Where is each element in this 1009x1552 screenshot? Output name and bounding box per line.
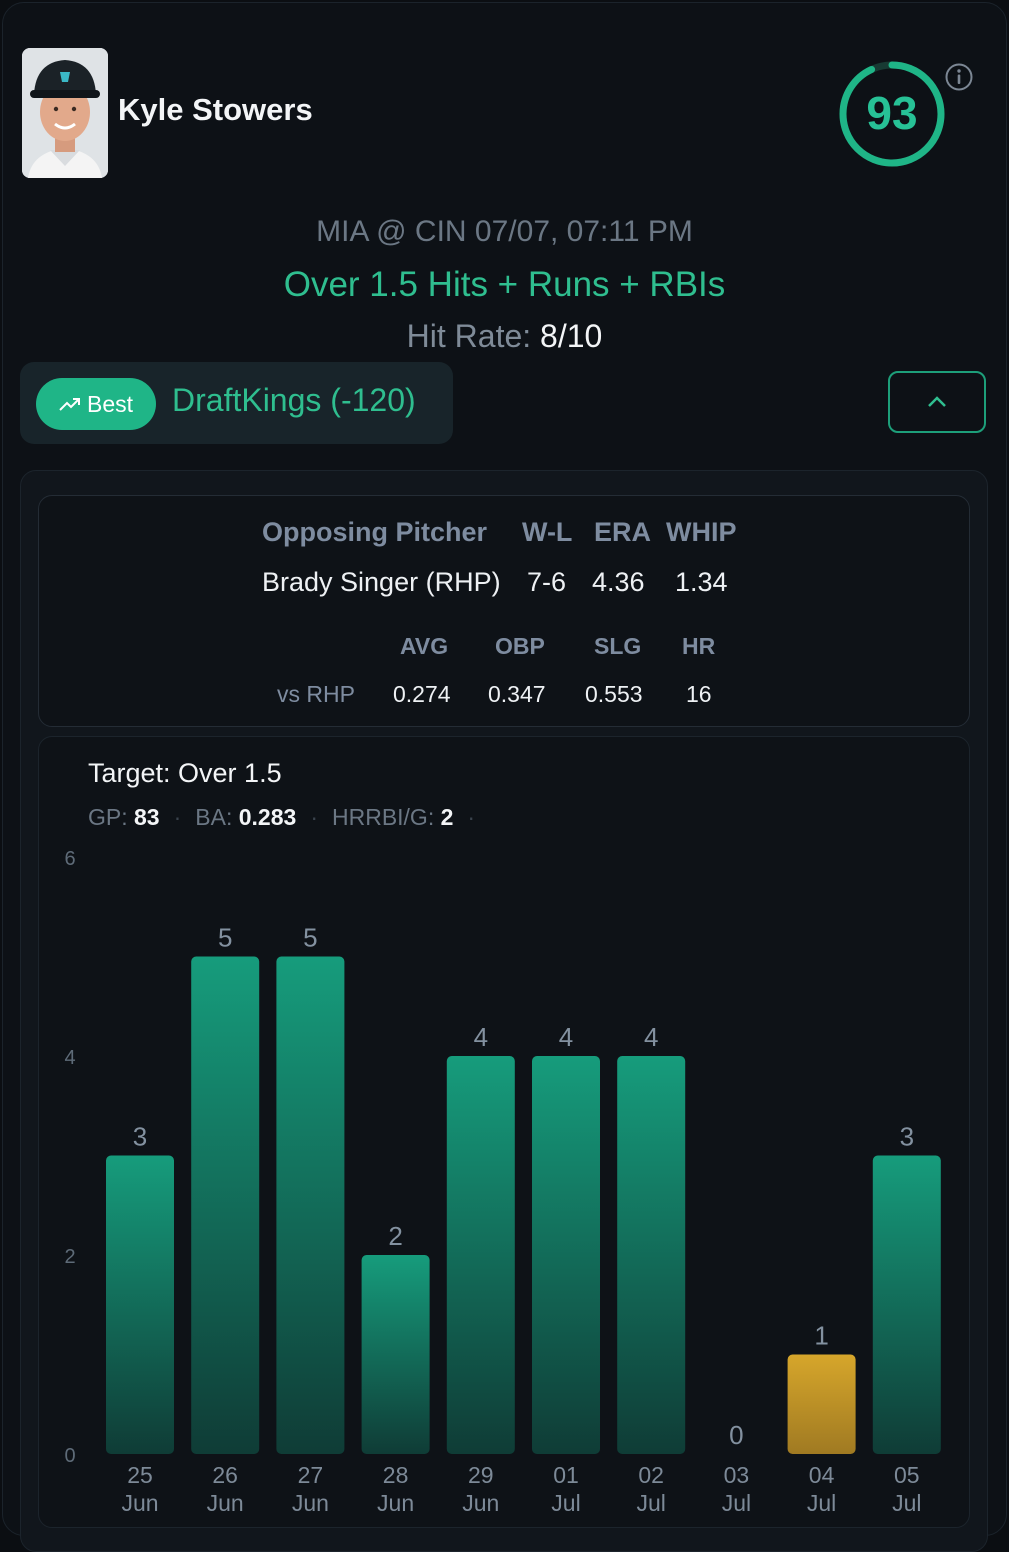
best-odds-badge: Best xyxy=(36,378,156,430)
x-tick-label: 25 xyxy=(127,1462,153,1488)
prop-line: Over 1.5 Hits + Runs + RBIs xyxy=(283,265,726,304)
gp-label: GP: xyxy=(88,804,128,830)
chevron-up-icon xyxy=(928,396,946,407)
x-tick-label: Jul xyxy=(636,1490,665,1516)
x-tick-label: 26 xyxy=(212,1462,238,1488)
hit-rate-label: Hit Rate: xyxy=(406,318,532,354)
sportsbook-odds: DraftKings (-120) xyxy=(172,382,416,418)
game-matchup: MIA @ CIN 07/07, 07:11 PM xyxy=(316,215,693,248)
era-header: ERA xyxy=(594,517,652,547)
x-tick-label: Jul xyxy=(722,1490,751,1516)
pitcher-era: 4.36 xyxy=(592,567,645,597)
x-tick-label: Jul xyxy=(551,1490,580,1516)
target-line: Target: Over 1.5 xyxy=(88,758,282,788)
hit-rate-value: 8/10 xyxy=(540,318,603,354)
ba-value: 0.283 xyxy=(238,804,297,830)
avg-header: AVG xyxy=(400,633,449,659)
data-label: 3 xyxy=(900,1122,914,1152)
y-tick-label: 0 xyxy=(64,1445,75,1467)
x-tick-label: 04 xyxy=(809,1462,835,1488)
data-label: 4 xyxy=(474,1022,488,1052)
confidence-score: 93 xyxy=(866,87,918,139)
x-tick-label: Jun xyxy=(292,1490,329,1516)
pitcher-name: Brady Singer (RHP) xyxy=(262,567,501,597)
data-label: 3 xyxy=(133,1122,147,1152)
score-progress-arc xyxy=(839,61,945,167)
x-tick-label: 03 xyxy=(724,1462,750,1488)
bar xyxy=(617,1056,686,1454)
bar xyxy=(361,1255,430,1454)
y-tick-label: 4 xyxy=(64,1047,75,1069)
data-label: 4 xyxy=(644,1022,658,1052)
bar xyxy=(191,956,260,1454)
y-tick-label: 2 xyxy=(64,1246,75,1268)
x-tick-label: 29 xyxy=(468,1462,494,1488)
bar xyxy=(276,956,345,1454)
confidence-score-ring xyxy=(839,61,945,167)
x-tick-label: Jun xyxy=(377,1490,414,1516)
ba-label: BA: xyxy=(195,804,233,830)
data-label: 1 xyxy=(814,1321,828,1351)
split-hr: 16 xyxy=(686,681,712,707)
pitcher-wl: 7-6 xyxy=(527,567,567,597)
pitcher-whip: 1.34 xyxy=(675,567,728,597)
slg-header: SLG xyxy=(594,633,642,659)
player-headshot-image xyxy=(22,48,108,178)
whip-header: WHIP xyxy=(666,517,737,547)
separator-dot: · xyxy=(173,804,182,830)
x-tick-label: Jul xyxy=(892,1490,921,1516)
separator-dot: · xyxy=(310,804,318,830)
hrrbi-value: 2 xyxy=(440,804,454,830)
x-tick-label: 02 xyxy=(638,1462,664,1488)
data-label: 4 xyxy=(559,1022,573,1052)
player-avatar xyxy=(22,48,108,178)
separator-dot: · xyxy=(467,804,476,830)
x-tick-label: 27 xyxy=(298,1462,324,1488)
bar xyxy=(532,1056,600,1454)
obp-header: OBP xyxy=(495,633,545,659)
player-name: Kyle Stowers xyxy=(118,92,313,127)
summary-stats: GP: 83 · BA: 0.283 · HRRBI/G: 2 · xyxy=(88,804,489,831)
bar xyxy=(787,1354,856,1454)
bar xyxy=(446,1056,515,1454)
best-odds-label: Best xyxy=(86,390,134,417)
hrrbi-label: HRRBI/G: xyxy=(331,804,435,830)
x-tick-label: Jun xyxy=(121,1490,158,1516)
data-label: 2 xyxy=(388,1221,402,1251)
gp-value: 83 xyxy=(134,804,160,830)
data-label: 0 xyxy=(729,1420,743,1450)
hit-rate: Hit Rate: 8/10 xyxy=(0,318,1009,355)
opposing-pitcher-header: Opposing Pitcher xyxy=(262,517,488,547)
x-tick-label: Jul xyxy=(807,1490,836,1516)
collapse-button[interactable] xyxy=(888,371,986,433)
split-slg: 0.553 xyxy=(585,681,643,707)
x-tick-label: 28 xyxy=(383,1462,409,1488)
split-label: vs RHP xyxy=(277,681,355,707)
info-icon[interactable] xyxy=(944,62,974,92)
x-tick-label: Jun xyxy=(462,1490,499,1516)
bar xyxy=(872,1155,941,1454)
wl-header: W-L xyxy=(522,517,573,547)
trending-up-icon xyxy=(59,398,80,411)
game-log-bar-chart: 0246325Jun526Jun527Jun228Jun429Jun401Jul… xyxy=(64,848,941,1516)
split-avg: 0.274 xyxy=(393,681,451,707)
x-tick-label: 05 xyxy=(894,1462,920,1488)
x-tick-label: Jun xyxy=(207,1490,244,1516)
y-tick-label: 6 xyxy=(64,848,75,870)
x-tick-label: 01 xyxy=(553,1462,579,1488)
opposing-pitcher-box xyxy=(38,495,970,727)
split-obp: 0.347 xyxy=(488,681,546,707)
data-label: 5 xyxy=(218,923,232,953)
hr-header: HR xyxy=(682,633,716,659)
data-label: 5 xyxy=(303,923,317,953)
bar xyxy=(106,1155,174,1454)
